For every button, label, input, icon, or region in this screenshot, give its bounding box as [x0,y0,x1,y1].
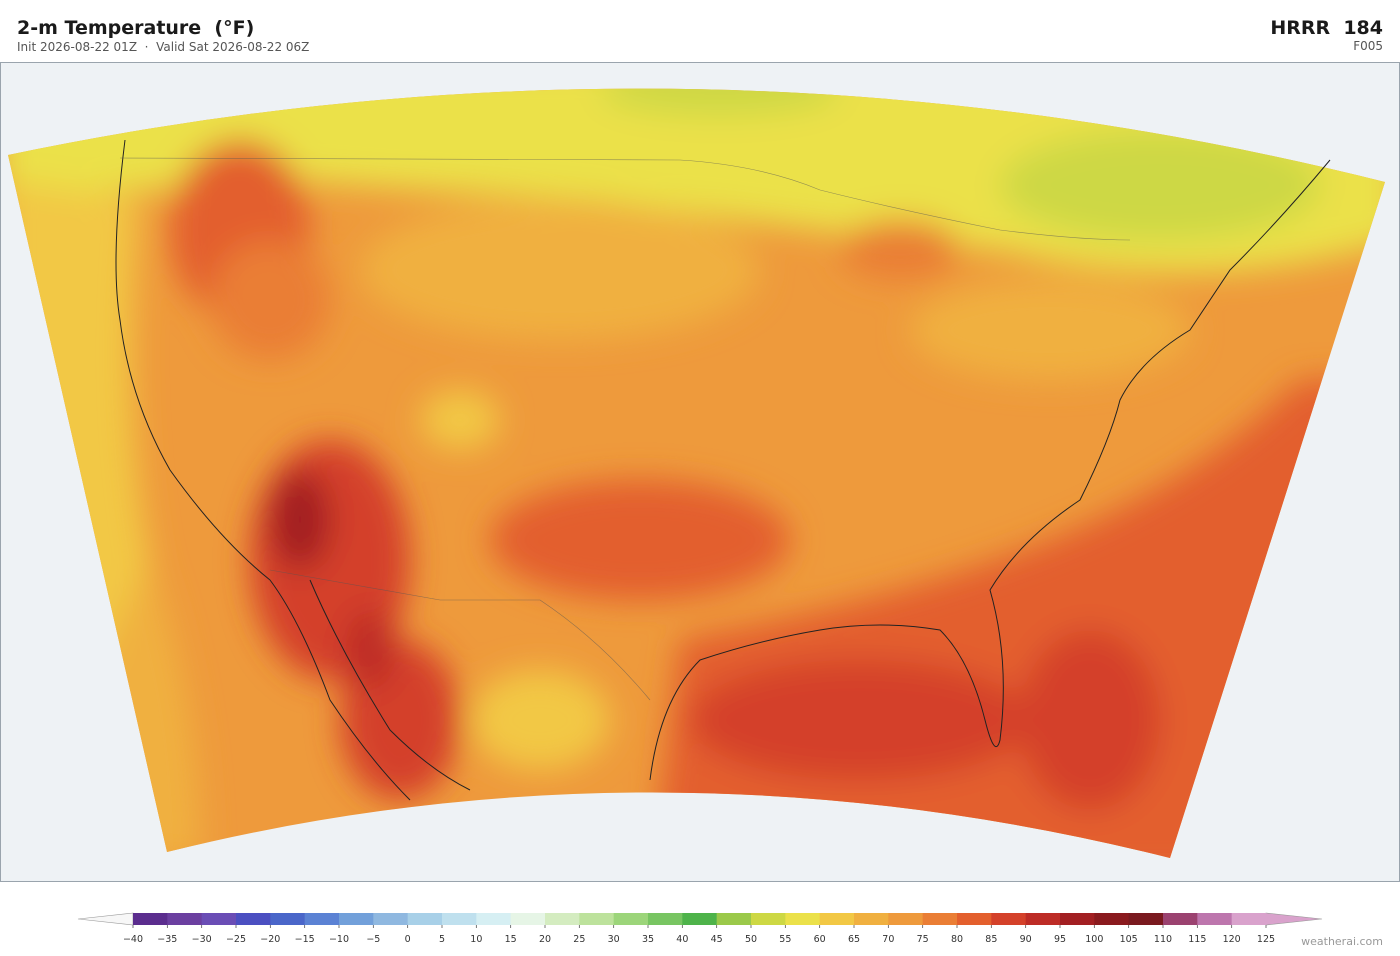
colorbar-tick-label: 75 [917,934,929,945]
colorbar-tick-label: −40 [123,934,143,945]
colorbar-bin [236,913,271,925]
colorbar-bin [339,913,374,925]
colorbar-tick-label: −5 [366,934,380,945]
colorbar-tick-label: 20 [539,934,551,945]
colorbar-bin [133,913,168,925]
colorbar-bin [854,913,889,925]
forecast-hour: F005 [1353,39,1383,53]
colorbar-bin [1231,913,1267,925]
colorbar-bin [648,913,683,925]
colorbar-tick-label: 80 [951,934,963,945]
colorbar-bin [991,913,1027,925]
colorbar-bin [1163,913,1198,925]
colorbar-tick-label: 35 [642,934,654,945]
map [0,62,1400,882]
colorbar-bin [888,913,924,925]
colorbar-tick-label: 125 [1257,934,1275,945]
colorbar-tick-label: −15 [295,934,315,945]
colorbar-bin [819,913,855,925]
colorbar-bin [442,913,477,925]
subtitle: Init 2026-08-22 01Z · Valid Sat 2026-08-… [17,40,309,54]
colorbar-bin [201,913,237,925]
colorbar-bin [407,913,443,925]
coastlines [115,139,1331,801]
colorbar-bin [1128,913,1164,925]
colorbar-tick-label: 40 [676,934,688,945]
colorbar-tick-label: 50 [745,934,757,945]
colorbar-tick-label: 10 [470,934,482,945]
colorbar-tick-label: 60 [814,934,826,945]
colorbar-tick-label: 25 [573,934,585,945]
colorbar-tick-label: 110 [1154,934,1172,945]
colorbar-tick-label: 15 [505,934,517,945]
colorbar-bin [476,913,512,925]
colorbar: −40 −35 −30 −25 −20 −15 −10 −5 0 5 10 15 20 25 30 35 40 4… [77,912,1323,945]
model-label: HRRR 184 [1270,17,1383,39]
colorbar-bin [716,913,752,925]
colorbar-extend-high [1265,912,1323,926]
colorbar-tick-label: 70 [882,934,894,945]
credit: weatherai.com [1301,935,1383,948]
colorbar-bin [682,913,718,925]
colorbar-bin [1197,913,1233,925]
temperature-field [8,88,1385,859]
colorbar-bin [270,913,306,925]
colorbar-bin [579,913,615,925]
colorbar-tick-label: −35 [157,934,177,945]
colorbar-tick-label: 115 [1188,934,1206,945]
colorbar-tick-label: 45 [711,934,723,945]
colorbar-tick-label: 100 [1085,934,1103,945]
colorbar-tick-label: 30 [608,934,620,945]
borders [119,157,1131,701]
colorbar-tick-label: 65 [848,934,860,945]
colorbar-tick-label: −20 [260,934,280,945]
title: 2-m Temperature (°F) [17,17,254,39]
colorbar-bin [1025,913,1061,925]
colorbar-bin [957,913,992,925]
colorbar-tick-label: 95 [1054,934,1066,945]
colorbar-tick-label: −30 [192,934,212,945]
colorbar-tick-label: 90 [1020,934,1032,945]
colorbar-tick-label: 85 [985,934,997,945]
colorbar-bin [751,913,786,925]
colorbar-extend-low [77,912,134,926]
colorbar-bin [785,913,821,925]
colorbar-bin [167,913,203,925]
colorbar-bin [1060,913,1095,925]
colorbar-tick-label: −10 [329,934,349,945]
colorbar-bin [545,913,580,925]
colorbar-tick-label: −25 [226,934,246,945]
colorbar-tick-label: 0 [405,934,411,945]
colorbar-tick-label: 5 [439,934,445,945]
colorbar-bin [373,913,409,925]
colorbar-tick-label: 105 [1120,934,1138,945]
colorbar-bin [613,913,649,925]
colorbar-tick-label: 120 [1223,934,1241,945]
colorbar-bin [304,913,340,925]
colorbar-bin [922,913,958,925]
colorbar-bin [510,913,546,925]
colorbar-bin [1094,913,1130,925]
colorbar-tick-label: 55 [779,934,791,945]
